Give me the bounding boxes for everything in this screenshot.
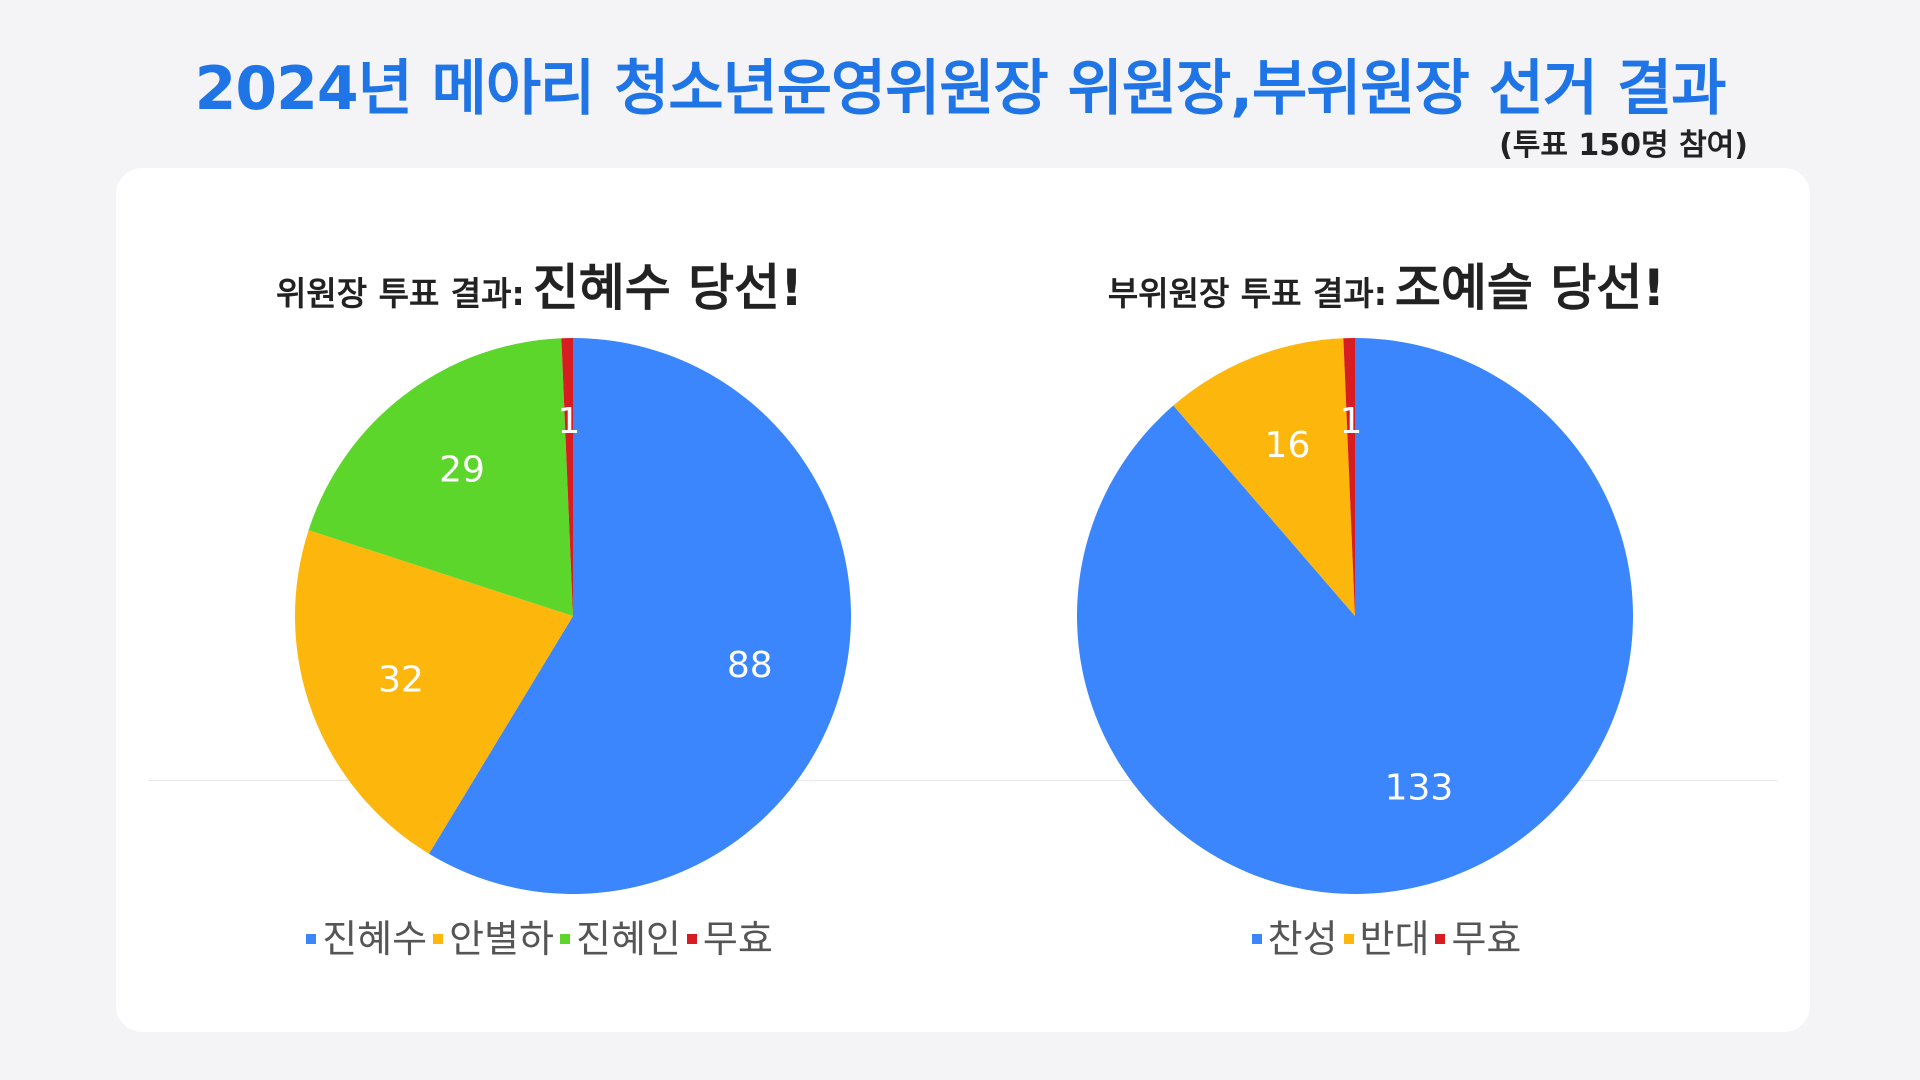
pie-slice-3 xyxy=(308,338,573,616)
pie-slice-1 xyxy=(428,338,851,894)
legend-swatch xyxy=(1251,933,1262,944)
data-label-1: 88 xyxy=(727,645,773,686)
page-title: 2024년 메아리 청소년운영위원장 위원장,부위원장 선거 결과 xyxy=(194,54,1727,124)
chart-title-label: 위원장 투표 결과: xyxy=(276,274,525,313)
chart-card: 위원장 투표 결과: 진혜수 당선! 88 32 29 1 진혜수 안별하 진혜인 무효 부위… xyxy=(116,168,1810,1032)
data-label-2: 16 xyxy=(1265,425,1311,466)
legend-label: 무효 xyxy=(1451,917,1522,961)
chart-title-winner: 진혜수 당선! xyxy=(532,259,803,317)
data-label-3: 1 xyxy=(1339,401,1362,442)
data-label-4: 1 xyxy=(557,401,580,442)
legend-item-2: 안별하 xyxy=(433,908,554,963)
legend-swatch xyxy=(306,933,317,944)
chart-legend: 찬성 반대 무효 xyxy=(963,908,1810,963)
divider-line xyxy=(148,780,1778,781)
legend-item-1: 진혜수 xyxy=(306,908,427,963)
legend-label: 진혜인 xyxy=(575,917,681,961)
chart-title: 위원장 투표 결과: 진혜수 당선! xyxy=(116,248,963,320)
page-subtitle: (투표 150명 참여) xyxy=(1499,128,1748,163)
legend-item-2: 반대 xyxy=(1343,908,1430,963)
legend-swatch xyxy=(1343,933,1354,944)
legend-label: 반대 xyxy=(1359,917,1430,961)
chart-president: 위원장 투표 결과: 진혜수 당선! 88 32 29 1 진혜수 안별하 진혜인 무효 xyxy=(116,168,963,1032)
legend-item-3: 진혜인 xyxy=(559,908,681,963)
chart-vice-president: 부위원장 투표 결과: 조예슬 당선! 133 16 1 찬성 반대 무효 xyxy=(963,168,1810,1032)
legend-swatch xyxy=(433,933,444,944)
chart-title: 부위원장 투표 결과: 조예슬 당선! xyxy=(963,248,1810,320)
data-label-1: 133 xyxy=(1385,767,1454,808)
pie-slice-4 xyxy=(561,338,573,616)
legend-item-3: 무효 xyxy=(1435,908,1521,963)
legend-swatch xyxy=(686,933,697,944)
data-label-3: 29 xyxy=(439,449,485,490)
pie-slice-2 xyxy=(295,530,573,854)
chart-title-label: 부위원장 투표 결과: xyxy=(1107,274,1387,313)
legend-label: 찬성 xyxy=(1267,917,1338,961)
legend-label: 진혜수 xyxy=(322,917,428,961)
legend-swatch xyxy=(1435,933,1446,944)
pie-slice-2 xyxy=(1173,338,1355,616)
legend-label: 무효 xyxy=(702,917,773,961)
legend-item-1: 찬성 xyxy=(1251,908,1338,963)
pie-slice-1 xyxy=(1077,338,1633,895)
pie-slice-3 xyxy=(1343,338,1355,616)
data-label-2: 32 xyxy=(378,659,424,700)
pie-chart: 133 16 1 xyxy=(1077,338,1633,895)
legend-item-4: 무효 xyxy=(686,908,773,963)
pie-chart: 88 32 29 1 xyxy=(295,338,851,894)
legend-swatch xyxy=(559,933,570,944)
chart-title-winner: 조예슬 당선! xyxy=(1394,259,1666,317)
legend-label: 안별하 xyxy=(449,917,554,961)
chart-legend: 진혜수 안별하 진혜인 무효 xyxy=(116,908,963,963)
